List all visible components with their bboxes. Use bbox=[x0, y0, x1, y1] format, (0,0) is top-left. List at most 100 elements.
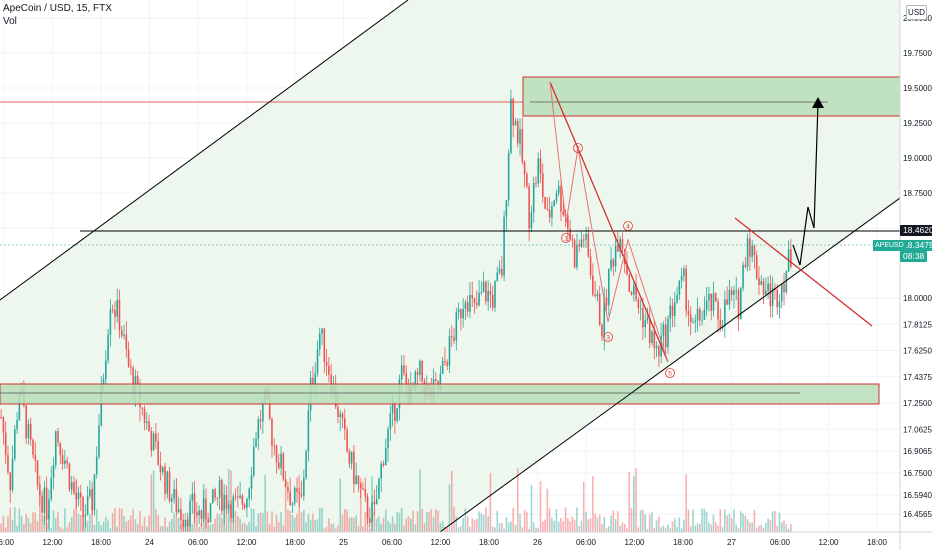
volume-bar bbox=[11, 519, 14, 532]
demand-zone[interactable] bbox=[0, 383, 880, 405]
falling-wedge-upper[interactable] bbox=[549, 81, 669, 363]
time-tick-label: 18:00 bbox=[91, 538, 112, 547]
time-tick-label: 18:00 bbox=[479, 538, 500, 547]
candle-body bbox=[337, 406, 339, 418]
volume-bar bbox=[573, 519, 576, 532]
wave-label-text: 1 bbox=[564, 236, 568, 243]
volume-bar bbox=[305, 522, 307, 532]
candle-body bbox=[630, 291, 633, 295]
time-axis[interactable]: 06:00 12:00 18:00 24 06:00 12:00 18:00 25 06:00 1… bbox=[0, 531, 932, 547]
volume-bar bbox=[485, 507, 487, 532]
volume-bar bbox=[173, 512, 175, 532]
volume-bar bbox=[560, 517, 562, 532]
volume-bar bbox=[328, 518, 330, 532]
time-tick-label: 06:00 bbox=[576, 538, 597, 547]
candle-body bbox=[537, 158, 540, 184]
volume-bar bbox=[683, 519, 685, 532]
volume-bar bbox=[155, 508, 157, 532]
volume-bar bbox=[489, 472, 492, 532]
candle-body bbox=[694, 320, 697, 323]
volume-bar bbox=[544, 519, 546, 532]
channel-upper-line[interactable] bbox=[0, 0, 409, 301]
candle-body bbox=[166, 471, 169, 494]
volume-bar bbox=[692, 509, 694, 532]
volume-bar bbox=[753, 509, 756, 532]
volume-bar bbox=[284, 483, 287, 532]
price-tick-label: 16.7500 bbox=[903, 469, 932, 478]
resistance-price-tag: 18.4620 bbox=[900, 225, 932, 236]
candle-body bbox=[284, 479, 287, 488]
candle-body bbox=[82, 496, 84, 517]
candle-body bbox=[780, 283, 783, 302]
volume-bar bbox=[460, 526, 462, 532]
candle-body bbox=[291, 503, 294, 505]
candle-body bbox=[394, 401, 396, 421]
candle-body bbox=[348, 451, 351, 464]
volume-bar bbox=[421, 508, 423, 532]
candle-body bbox=[116, 300, 119, 317]
candle-body bbox=[193, 493, 196, 514]
candle-body bbox=[289, 491, 291, 505]
supply-zone[interactable] bbox=[522, 76, 900, 117]
time-tick-label: 06:00 bbox=[0, 538, 15, 547]
price-axis[interactable]: 20.000019.750019.500019.250019.000018.75… bbox=[899, 0, 932, 550]
volume-bar bbox=[39, 483, 41, 532]
time-tick-label: 24 bbox=[145, 538, 154, 547]
symbol-title[interactable]: ApeCoin / USD, 15, FTX bbox=[3, 3, 112, 14]
wave-label-text: 3 bbox=[606, 335, 610, 342]
candle-body bbox=[109, 309, 112, 335]
triangle-upper-line[interactable] bbox=[734, 217, 873, 327]
candle-body bbox=[325, 362, 328, 366]
price-tick-label: 19.7500 bbox=[903, 49, 932, 58]
volume-bar bbox=[405, 518, 408, 532]
candle-body bbox=[769, 283, 772, 307]
volume-bar bbox=[717, 525, 719, 532]
volume-bar bbox=[266, 511, 269, 532]
volume-bar bbox=[161, 526, 164, 532]
projection-path[interactable] bbox=[792, 102, 819, 266]
candle-body bbox=[760, 281, 763, 286]
volume-bar bbox=[416, 511, 419, 532]
volume-bar bbox=[769, 520, 772, 532]
volume-bar bbox=[54, 518, 57, 532]
time-tick-label: 27 bbox=[727, 538, 736, 547]
candle-body bbox=[252, 446, 255, 476]
candle-body bbox=[182, 519, 185, 528]
volume-bar bbox=[25, 514, 27, 532]
candle-body bbox=[628, 274, 631, 292]
candle-body bbox=[441, 360, 444, 374]
candle-body bbox=[259, 419, 262, 422]
volume-bar bbox=[651, 511, 653, 532]
candle-body bbox=[487, 290, 489, 302]
volume-bar bbox=[621, 522, 624, 532]
candle-body bbox=[293, 488, 296, 504]
candle-body bbox=[237, 496, 239, 498]
candle-body bbox=[605, 297, 608, 306]
symbol-tag: APEUSD bbox=[873, 240, 906, 251]
volume-bar bbox=[314, 520, 317, 532]
volume-bar bbox=[758, 525, 760, 532]
volume-bar bbox=[307, 513, 310, 532]
candle-body bbox=[785, 271, 788, 293]
volume-bar bbox=[273, 526, 276, 532]
candle-body bbox=[205, 498, 207, 520]
candle-body bbox=[177, 509, 180, 513]
volume-bar bbox=[403, 525, 405, 532]
volume-bar bbox=[321, 507, 323, 532]
currency-badge[interactable]: USD bbox=[906, 5, 927, 20]
volume-bar bbox=[737, 528, 740, 532]
volume-bar bbox=[114, 508, 116, 532]
candle-body bbox=[68, 463, 71, 490]
candle-body bbox=[282, 453, 285, 480]
candle-body bbox=[569, 228, 571, 240]
volume-bar bbox=[98, 521, 100, 532]
volume-bar bbox=[255, 526, 257, 532]
channel-lower-line[interactable] bbox=[439, 197, 900, 532]
volume-bar bbox=[275, 514, 278, 532]
volume-bar bbox=[612, 510, 615, 532]
candle-body bbox=[783, 283, 785, 293]
volume-bar bbox=[569, 521, 571, 532]
volume-indicator-label[interactable]: Vol bbox=[3, 16, 17, 27]
candle-body bbox=[633, 285, 635, 295]
